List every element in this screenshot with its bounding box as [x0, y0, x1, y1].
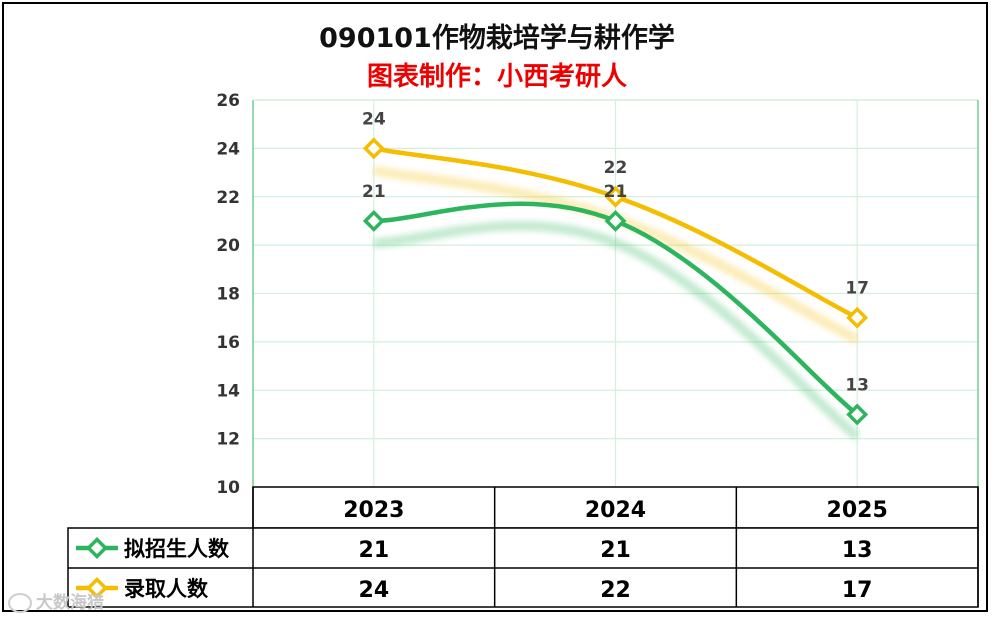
y-tick-label: 10 [216, 478, 240, 498]
data-label: 24 [362, 109, 386, 129]
legend-marker [86, 577, 108, 599]
data-point-marker [846, 403, 869, 426]
data-label: 21 [362, 182, 386, 202]
data-label: 21 [604, 182, 628, 202]
data-point-marker [604, 185, 627, 208]
y-tick-label: 22 [216, 188, 240, 208]
chart-subtitle: 图表制作：小西考研人 [366, 62, 627, 92]
watermark-text: 大数海猎 [36, 593, 104, 613]
y-tick-label: 26 [216, 91, 240, 111]
data-point-marker [362, 137, 385, 160]
y-tick-label: 14 [216, 381, 240, 401]
legend-label: 录取人数 [124, 577, 209, 601]
table-cell-value: 13 [842, 538, 873, 563]
table-cell-value: 21 [359, 538, 390, 563]
y-tick-label: 20 [216, 236, 240, 256]
table-cell-value: 21 [600, 538, 631, 563]
y-tick-label: 18 [216, 285, 240, 305]
x-tick-label: 2023 [343, 498, 404, 523]
watermark-icon [8, 593, 32, 613]
data-point-marker [604, 209, 627, 232]
series-shadow [373, 220, 861, 441]
watermark: 大数海猎 [8, 588, 104, 613]
chart-title: 090101作物栽培学与耕作学 [319, 23, 675, 54]
data-label: 13 [845, 375, 869, 395]
y-tick-label: 24 [216, 139, 240, 159]
y-tick-label: 12 [216, 430, 240, 450]
legend-marker [86, 537, 108, 559]
x-tick-label: 2024 [585, 498, 646, 523]
chart-frame [2, 2, 988, 612]
x-tick-label: 2025 [827, 498, 888, 523]
y-tick-label: 16 [216, 333, 240, 353]
data-label: 17 [845, 279, 869, 299]
table-cell-value: 24 [359, 578, 390, 603]
legend-label: 拟招生人数 [124, 537, 230, 561]
table-cell-value: 17 [842, 578, 873, 603]
data-point-marker [362, 209, 385, 232]
data-point-marker [846, 306, 869, 329]
data-label: 22 [604, 158, 628, 178]
table-cell-value: 22 [600, 578, 631, 603]
